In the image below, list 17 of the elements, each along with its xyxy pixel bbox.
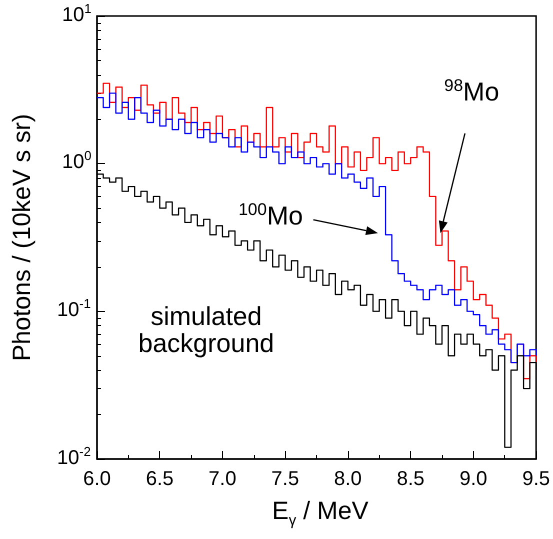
x-tick-label: 7.0 [208, 468, 236, 490]
y-axis-title: Photons / (10keV s sr) [8, 114, 37, 362]
x-tick-label: 6.0 [83, 468, 111, 490]
x-tick-label: 8.0 [334, 468, 362, 490]
annotation: $^{100}$Mo [238, 200, 303, 230]
y-tick-label: 10$^{-2}$ [57, 444, 91, 468]
y-tick-label: 10$^{0}$ [62, 148, 92, 173]
x-tick-label: 9.0 [459, 468, 488, 490]
annotation: simulated background [138, 301, 274, 358]
x-tick-label: 6.5 [146, 468, 174, 490]
y-tick-label: 10$^{1}$ [62, 0, 92, 26]
x-tick-label: 9.5 [522, 468, 550, 490]
x-tick-label: 7.5 [271, 468, 300, 490]
x-tick-label: 8.5 [396, 468, 425, 490]
annotation: $^{98}$Mo [444, 76, 500, 106]
x-axis-title: E$_{γ}$ / MeV [272, 497, 368, 529]
y-tick-label: 10$^{-1}$ [57, 296, 91, 321]
